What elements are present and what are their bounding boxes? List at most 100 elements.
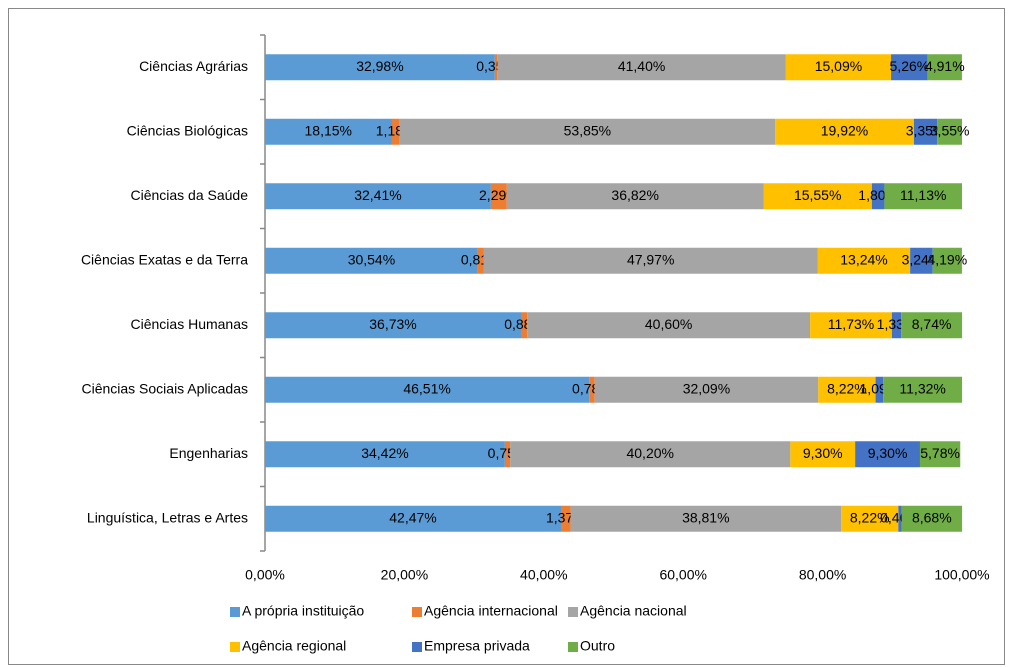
bar-segment [265, 54, 495, 81]
data-label: 11,73% [828, 316, 874, 332]
bar-segment [265, 505, 562, 532]
data-label: 8,22% [850, 509, 890, 525]
data-label: 5,26% [890, 58, 930, 74]
x-tick-label: 40,00% [520, 567, 567, 583]
legend-swatch [230, 642, 240, 652]
legend-swatch [230, 607, 240, 617]
bar-segment [871, 183, 885, 210]
bar-segment [901, 505, 963, 532]
legend-swatch [412, 607, 422, 617]
bar-segment [919, 441, 961, 468]
data-label: 36,73% [369, 316, 416, 332]
data-label: 34,42% [361, 445, 408, 461]
data-label: 3,35% [906, 122, 946, 138]
data-label: 32,09% [683, 380, 730, 396]
bar-segment [504, 441, 511, 468]
data-label: 4,91% [925, 58, 965, 74]
bar-segment [265, 183, 491, 210]
y-tick-label: Ciências Humanas [131, 316, 249, 332]
data-label: 3,24% [902, 251, 942, 267]
y-tick-label: Ciências da Saúde [130, 187, 248, 203]
data-label: 19,92% [821, 122, 868, 138]
bar-segment [561, 505, 571, 532]
legend-swatch [568, 642, 578, 652]
data-label: 46,51% [403, 380, 450, 396]
bar-segment [932, 247, 962, 274]
bar-segment [763, 183, 872, 210]
legend-label: A própria instituição [242, 603, 364, 619]
bar-segment [497, 54, 786, 81]
bar-segment [817, 247, 911, 274]
data-label: 5,78% [920, 445, 960, 461]
data-label: 8,22% [827, 380, 867, 396]
bar-segment [891, 312, 902, 339]
data-label: 8,74% [912, 316, 952, 332]
bar-segment [891, 54, 928, 81]
data-label: 42,47% [389, 509, 436, 525]
bar-segment [927, 54, 962, 81]
bar-segment [910, 247, 933, 274]
data-label: 53,85% [564, 122, 611, 138]
bar-segment [477, 247, 484, 274]
y-tick-label: Engenharias [169, 445, 248, 461]
data-label: 15,55% [794, 187, 841, 203]
bar-segment [790, 441, 856, 468]
data-label: 9,30% [803, 445, 843, 461]
bar-segment [265, 376, 590, 403]
legend-label: Agência regional [242, 638, 346, 654]
data-label: 8,68% [912, 509, 952, 525]
bar-segment [490, 183, 507, 210]
data-label: 32,41% [354, 187, 401, 203]
y-tick-label: Ciências Agrárias [139, 58, 248, 74]
bar-segment [265, 312, 522, 339]
x-tick-label: 100,00% [934, 567, 989, 583]
y-tick-label: Ciências Exatas e da Terra [81, 251, 248, 267]
bar-segment [818, 376, 876, 403]
legend-swatch [568, 607, 578, 617]
x-tick-label: 80,00% [799, 567, 846, 583]
x-tick-label: 0,00% [245, 567, 285, 583]
y-tick-label: Ciências Sociais Aplicadas [81, 380, 248, 396]
data-label: 4,19% [927, 251, 967, 267]
bar-segment [855, 441, 920, 468]
bar-segment [841, 505, 899, 532]
bar-segment [775, 118, 914, 145]
data-label: 13,24% [840, 251, 887, 267]
bar-segment [589, 376, 595, 403]
data-label: 47,97% [627, 251, 674, 267]
data-label: 38,81% [682, 509, 729, 525]
bar-segment [883, 376, 963, 403]
bar-segment [265, 441, 505, 468]
data-label: 11,13% [900, 187, 946, 203]
bar-segment [884, 183, 962, 210]
bar-segment [570, 505, 842, 532]
legend-label: Agência nacional [580, 603, 687, 619]
bar-segment [898, 505, 902, 532]
bar-segment [506, 183, 764, 210]
bar-segment [901, 312, 963, 339]
bar-segment [810, 312, 892, 339]
bar-segment [265, 247, 478, 274]
y-tick-label: Linguística, Letras e Artes [87, 509, 248, 525]
data-label: 40,60% [645, 316, 692, 332]
legend-label: Empresa privada [424, 638, 530, 654]
data-label: 15,09% [815, 58, 862, 74]
bar-segment [265, 118, 392, 145]
bar-segment [494, 54, 498, 81]
x-tick-label: 60,00% [659, 567, 706, 583]
data-label: 9,30% [868, 445, 908, 461]
bar-segment [875, 376, 884, 403]
bar-segment [527, 312, 811, 339]
bar-segment [399, 118, 776, 145]
data-label: 11,32% [899, 380, 945, 396]
y-tick-label: Ciências Biológicas [127, 122, 248, 138]
bar-segment [521, 312, 528, 339]
bar-segment [937, 118, 962, 145]
data-label: 41,40% [618, 58, 665, 74]
legend-label: Outro [580, 638, 615, 654]
data-label: 18,15% [305, 122, 352, 138]
data-label: 3,55% [930, 122, 970, 138]
legend-swatch [412, 642, 422, 652]
data-label: 36,82% [611, 187, 658, 203]
